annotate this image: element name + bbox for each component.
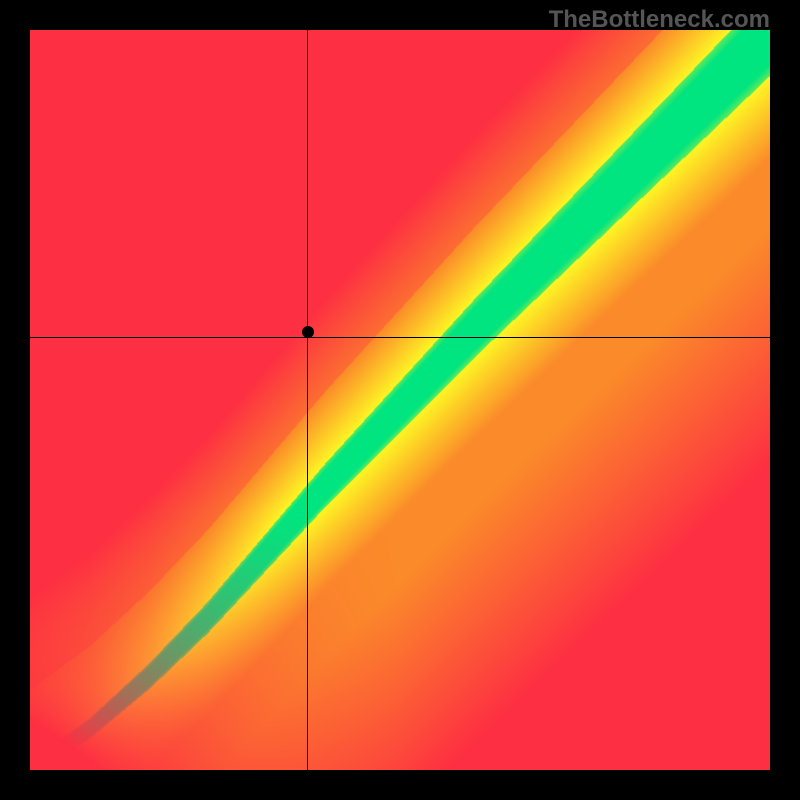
frame-border-right (770, 0, 800, 800)
frame-border-bottom (0, 770, 800, 800)
frame-border-left (0, 0, 30, 800)
bottleneck-heatmap (30, 30, 770, 770)
watermark-text: TheBottleneck.com (549, 6, 770, 34)
crosshair-horizontal (30, 337, 770, 338)
crosshair-vertical (307, 30, 308, 770)
crosshair-marker (302, 326, 314, 338)
